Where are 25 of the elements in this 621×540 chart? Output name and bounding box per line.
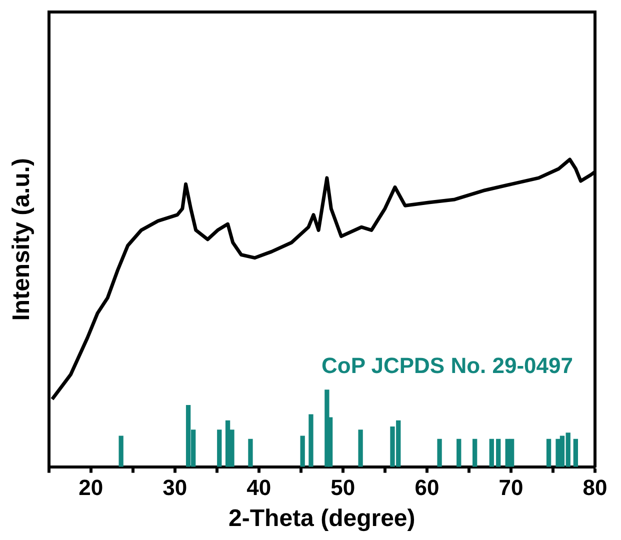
bar	[472, 438, 478, 467]
bar	[437, 438, 442, 467]
bar	[118, 436, 124, 467]
x-tick-label: 50	[330, 475, 356, 500]
series-label: CoP JCPDS No. 29-0497	[322, 353, 573, 378]
bar	[248, 438, 253, 467]
x-tick-label: 40	[246, 475, 272, 500]
y-axis-title: Intensity (a.u.)	[8, 158, 36, 321]
x-tick-label: 70	[498, 475, 524, 500]
x-tick-label: 20	[78, 475, 104, 500]
x-tick-label: 30	[162, 475, 188, 500]
bar	[509, 438, 514, 467]
bar	[308, 414, 314, 467]
bar	[573, 438, 578, 467]
bar	[489, 438, 494, 467]
bar	[556, 438, 560, 467]
bar	[456, 438, 462, 467]
bar	[300, 436, 305, 467]
x-tick-label: 80	[582, 475, 608, 500]
x-axis-title: 2-Theta (degree)	[228, 505, 416, 532]
bar	[217, 430, 222, 467]
bar	[496, 438, 501, 467]
x-tick-label: 60	[414, 475, 440, 500]
bar	[358, 430, 363, 467]
bar	[546, 438, 552, 467]
